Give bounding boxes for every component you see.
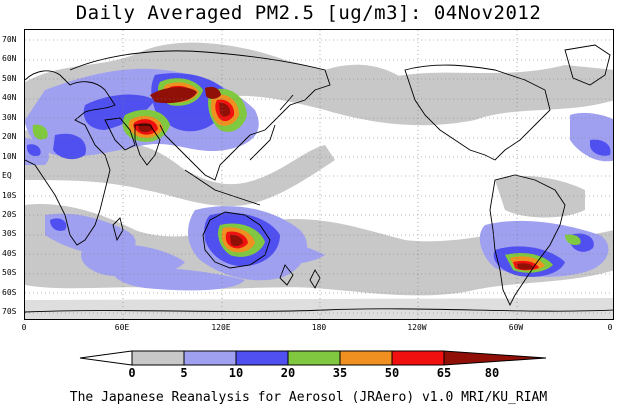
colorbar bbox=[79, 350, 547, 366]
lat-label-40n: 40N bbox=[2, 93, 17, 102]
colorbar-label-0: 0 bbox=[128, 366, 136, 380]
lat-label-10s: 10S bbox=[2, 191, 17, 200]
lat-label-30s: 30S bbox=[2, 229, 17, 238]
colorbar-label-5: 5 bbox=[180, 366, 188, 380]
lon-label-120e: 120E bbox=[211, 323, 231, 332]
colorbar-bin-20-35 bbox=[235, 350, 289, 366]
lat-label-10n: 10N bbox=[2, 152, 17, 161]
lat-label-30n: 30N bbox=[2, 113, 17, 122]
colorbar-label-50: 50 bbox=[384, 366, 400, 380]
pm25-map bbox=[25, 30, 613, 319]
lat-label-70n: 70N bbox=[2, 35, 17, 44]
colorbar-label-35: 35 bbox=[332, 366, 348, 380]
lon-label-0: 0 bbox=[21, 323, 27, 332]
map-title: Daily Averaged PM2.5 [ug/m3]: 04Nov2012 bbox=[75, 2, 542, 24]
lon-label-180: 180 bbox=[311, 323, 327, 332]
lat-label-50n: 50N bbox=[2, 74, 17, 83]
lon-label-0-east: 0 bbox=[607, 323, 613, 332]
colorbar-bin-0-5 bbox=[79, 350, 133, 366]
lon-label-60w: 60W bbox=[508, 323, 524, 332]
graticule bbox=[25, 30, 613, 319]
lat-label-50s: 50S bbox=[2, 268, 17, 277]
lon-label-120w: 120W bbox=[407, 323, 427, 332]
colorbar-bin-65-80 bbox=[391, 350, 445, 366]
colorbar-bin-over-80 bbox=[443, 350, 547, 366]
lat-label-60s: 60S bbox=[2, 288, 17, 297]
colorbar-label-65: 65 bbox=[436, 366, 452, 380]
map-panel bbox=[24, 29, 614, 320]
colorbar-bin-50-65 bbox=[339, 350, 393, 366]
lat-label-eq: EQ bbox=[2, 171, 12, 180]
lat-label-20s: 20S bbox=[2, 210, 17, 219]
credit-line: The Japanese Reanalysis for Aerosol (JRA… bbox=[69, 390, 548, 405]
lat-label-40s: 40S bbox=[2, 249, 17, 258]
colorbar-label-10: 10 bbox=[228, 366, 244, 380]
coastlines bbox=[25, 44, 613, 313]
lat-label-20n: 20N bbox=[2, 132, 17, 141]
lat-label-70s: 70S bbox=[2, 307, 17, 316]
colorbar-bin-35-50 bbox=[287, 350, 341, 366]
lon-label-60e: 60E bbox=[114, 323, 130, 332]
colorbar-label-20: 20 bbox=[280, 366, 296, 380]
lat-label-60n: 60N bbox=[2, 54, 17, 63]
colorbar-bin-5-10 bbox=[131, 350, 185, 366]
colorbar-label-80: 80 bbox=[484, 366, 500, 380]
colorbar-bin-10-20 bbox=[183, 350, 237, 366]
concentration-field bbox=[25, 42, 613, 319]
